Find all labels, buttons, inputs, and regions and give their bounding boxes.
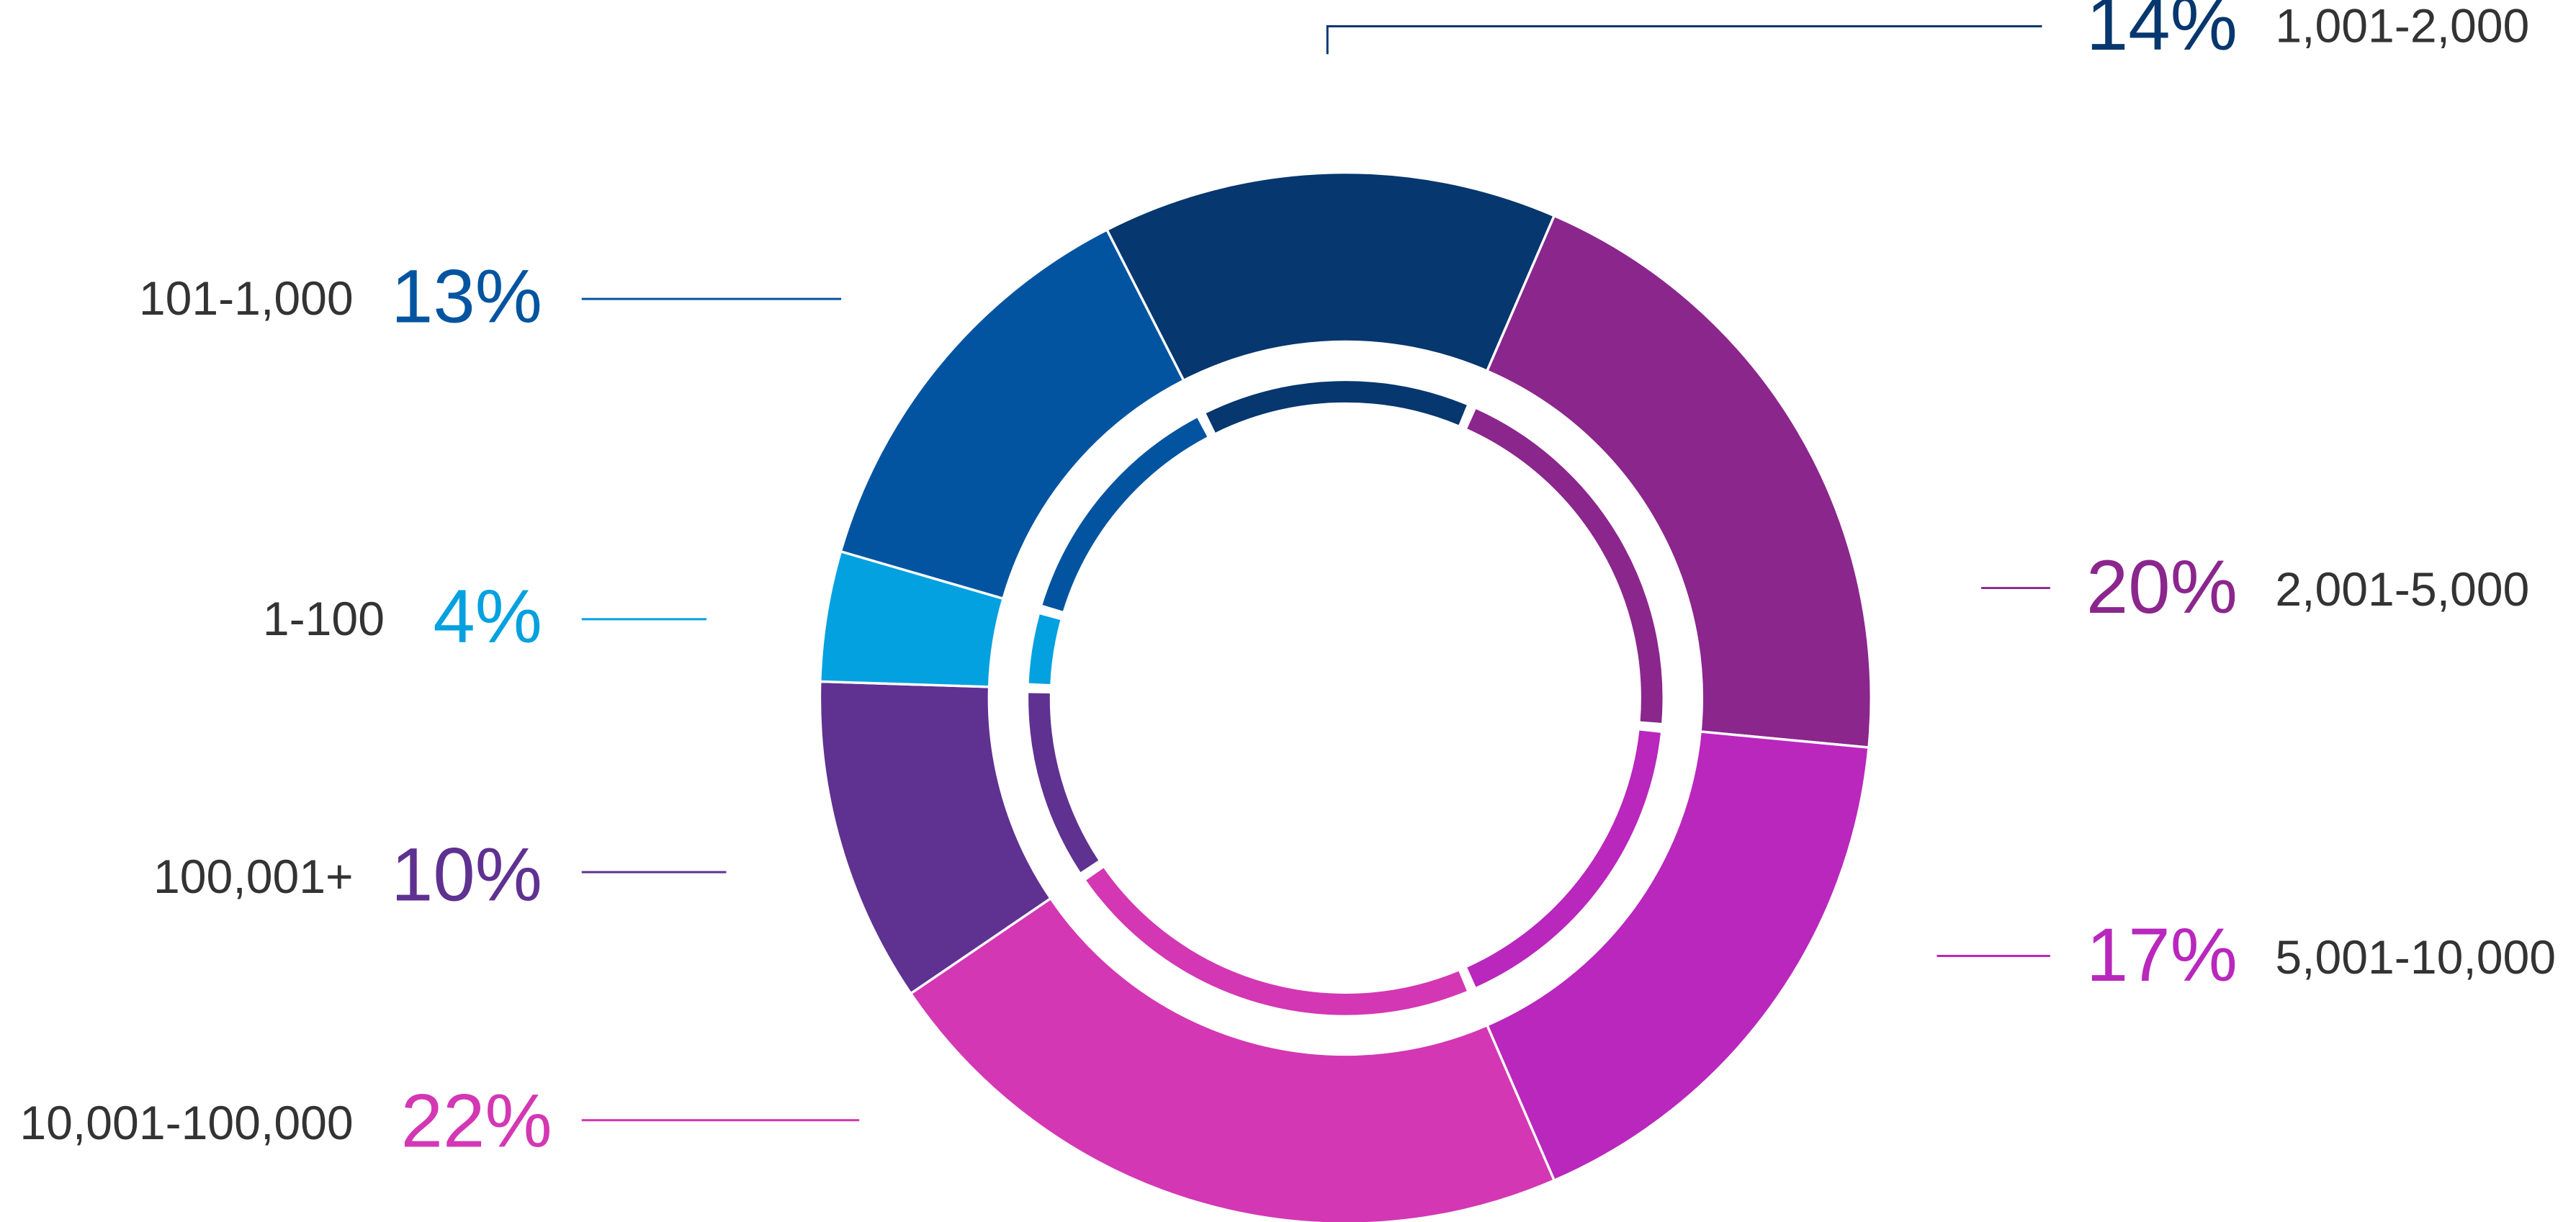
leader-line <box>1326 25 2042 55</box>
donut-segment <box>839 228 1185 601</box>
donut-segment <box>1485 730 1870 1182</box>
category-label: 1,001-2,000 <box>2275 0 2529 53</box>
category-label: 10,001-100,000 <box>19 1097 353 1150</box>
category-label: 101-1,000 <box>139 272 354 325</box>
inner-ring-segment <box>1028 693 1099 873</box>
category-label: 100,001+ <box>153 850 354 904</box>
category-label: 5,001-10,000 <box>2275 931 2556 984</box>
value-label: 13% <box>391 254 542 338</box>
inner-ring-segment <box>1042 418 1208 611</box>
value-label: 17% <box>2086 913 2238 997</box>
donut-segment <box>1105 171 1556 382</box>
donut-segment <box>909 897 1556 1222</box>
value-label: 22% <box>401 1079 552 1163</box>
value-label: 4% <box>433 575 542 659</box>
inner-ring-segment <box>1206 381 1467 433</box>
category-label: 2,001-5,000 <box>2275 563 2529 616</box>
inner-ring-segment <box>1086 868 1467 1015</box>
inner-ring-segment <box>1467 730 1661 987</box>
inner-ring-segment <box>1028 614 1061 685</box>
value-label: 20% <box>2086 545 2238 629</box>
category-label: 1-100 <box>263 593 385 646</box>
donut-segment <box>1485 214 1872 749</box>
value-label: 14% <box>2086 0 2238 66</box>
value-label: 10% <box>391 832 542 917</box>
inner-ring-segment <box>1467 409 1663 723</box>
